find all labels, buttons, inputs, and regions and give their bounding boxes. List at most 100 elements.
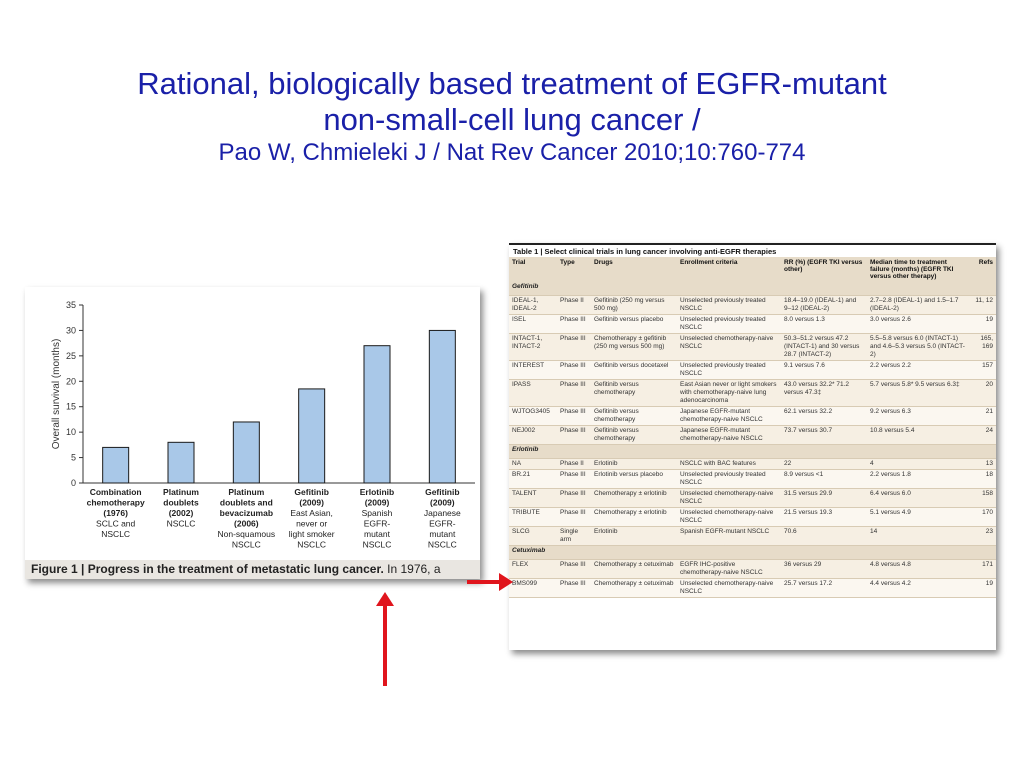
table-cell: 3.0 versus 2.6	[867, 314, 971, 334]
table-section-row: Erlotinib	[509, 444, 996, 459]
table-cell: Unselected chemotherapy-naive NSCLC	[677, 333, 781, 361]
table-cell: 14	[867, 526, 971, 546]
table-cell: 22	[781, 458, 867, 470]
x-category-sublabel: Japanese	[424, 508, 461, 518]
y-tick-label: 5	[71, 453, 76, 463]
table-row: BMS099 Phase III Chemotherapy ± cetuximab U…	[509, 578, 996, 598]
table-cell: 50.3–51.2 versus 47.2 (INTACT-1) and 30 …	[781, 333, 867, 361]
table-header-cell: Drugs	[591, 257, 677, 282]
table-cell: Gefitinib versus docetaxel	[591, 360, 677, 380]
table-cell: Unselected previously treated NSCLC	[677, 360, 781, 380]
table-header-cell: Median time to treatment failure (months…	[867, 257, 971, 282]
table-section-row: Cetuximab	[509, 545, 996, 560]
table-cell: Phase II	[557, 295, 591, 315]
table-cell: Gefitinib (250 mg versus 500 mg)	[591, 295, 677, 315]
x-category-label: (2009)	[365, 498, 390, 508]
table-cell: Erlotinib	[591, 526, 677, 546]
table-cell: 19	[971, 314, 996, 334]
table-header-cell: Enrollment criteria	[677, 257, 781, 282]
table-row: TRIBUTE Phase III Chemotherapy ± erlotinib…	[509, 507, 996, 527]
table-cell: East Asian never or light smokers with c…	[677, 379, 781, 407]
table-cell: SLCG	[509, 526, 557, 546]
slide-title: Rational, biologically based treatment o…	[0, 66, 1024, 167]
table-cell: 2.7–2.8 (IDEAL-1) and 1.5–1.7 (IDEAL-2)	[867, 295, 971, 315]
table-cell: FLEX	[509, 559, 557, 579]
x-category-label: Gefitinib	[425, 487, 459, 497]
table-row: INTEREST Phase III Gefitinib versus doceta…	[509, 360, 996, 380]
table-cell: Phase III	[557, 333, 591, 361]
table-cell: Phase III	[557, 559, 591, 579]
table-cell: 165, 169	[971, 333, 996, 361]
table-header-cell: Trial	[509, 257, 557, 282]
x-category-sublabel: never or	[296, 519, 327, 529]
table-row: TALENT Phase III Chemotherapy ± erlotinib U…	[509, 488, 996, 508]
figure-1-panel: 0 5 10 15 20 25 30 35 Overall survival (months) C…	[25, 287, 480, 579]
x-category-label: Combination	[90, 487, 142, 497]
table-cell: Unselected previously treated NSCLC	[677, 469, 781, 489]
table-cell: 70.6	[781, 526, 867, 546]
table-cell: Phase III	[557, 314, 591, 334]
x-category-label: chemotherapy	[87, 498, 145, 508]
x-category-label: (2009)	[430, 498, 455, 508]
table-cell: NSCLC with BAC features	[677, 458, 781, 470]
table-cell: IPASS	[509, 379, 557, 407]
table-section-label: Erlotinib	[509, 444, 996, 459]
x-category-sublabel: SCLC and	[96, 519, 135, 529]
x-category-sublabel: NSCLC	[428, 540, 457, 550]
table-cell: Unselected chemotherapy-naive NSCLC	[677, 507, 781, 527]
table-cell: 9.2 versus 6.3	[867, 406, 971, 426]
table-cell: TRIBUTE	[509, 507, 557, 527]
table-cell: Unselected chemotherapy-naive NSCLC	[677, 488, 781, 508]
x-category-label: Gefitinib	[294, 487, 328, 497]
table-row: FLEX Phase III Chemotherapy ± cetuximab EGF…	[509, 559, 996, 579]
table-cell: Erlotinib versus placebo	[591, 469, 677, 489]
table-cell: 36 versus 29	[781, 559, 867, 579]
x-category-sublabel: Spanish	[362, 508, 393, 518]
table-row: NEJ002 Phase III Gefitinib versus chemothe…	[509, 425, 996, 445]
title-line-2: non-small-cell lung cancer /	[323, 102, 701, 137]
table-cell: Unselected previously treated NSCLC	[677, 295, 781, 315]
table-cell: 24	[971, 425, 996, 445]
y-tick-label: 20	[66, 376, 76, 386]
table-row: INTACT-1, INTACT-2 Phase III Chemotherapy …	[509, 333, 996, 361]
x-category-sublabel: East Asian,	[290, 508, 333, 518]
table-cell: 2.2 versus 1.8	[867, 469, 971, 489]
table-cell: 13	[971, 458, 996, 470]
y-axis-label: Overall survival (months)	[51, 339, 62, 450]
table-cell: 171	[971, 559, 996, 579]
x-category-label: (2006)	[234, 519, 259, 529]
table-cell: 2.2 versus 2.2	[867, 360, 971, 380]
table-row: IDEAL-1, IDEAL-2 Phase II Gefitinib (250 m…	[509, 295, 996, 315]
table-row: WJTOG3405 Phase III Gefitinib versus chemo…	[509, 406, 996, 426]
x-category-label: doublets	[163, 498, 199, 508]
table-section-row: Gefitinib	[509, 282, 996, 296]
table-cell: BR.21	[509, 469, 557, 489]
table-cell: BMS099	[509, 578, 557, 598]
clinical-trials-table: Trial Type Drugs Enrollment criteria RR (%) …	[509, 257, 996, 598]
table-cell: Chemotherapy ± erlotinib	[591, 507, 677, 527]
table-header-cell: Type	[557, 257, 591, 282]
figure-1-caption: Figure 1 | Progress in the treatment of …	[25, 560, 480, 579]
table-cell: 73.7 versus 30.7	[781, 425, 867, 445]
table-cell: Phase III	[557, 488, 591, 508]
y-tick-label: 10	[66, 427, 76, 437]
table-cell: Phase III	[557, 469, 591, 489]
table-cell: TALENT	[509, 488, 557, 508]
table-cell: Phase III	[557, 578, 591, 598]
x-category-label: doublets and	[220, 498, 273, 508]
table-cell: 158	[971, 488, 996, 508]
table-cell: 31.5 versus 29.9	[781, 488, 867, 508]
table-cell: 8.0 versus 1.3	[781, 314, 867, 334]
x-category-sublabel: EGFR-	[429, 519, 456, 529]
table-cell: 5.7 versus 5.8* 9.5 versus 6.3‡	[867, 379, 971, 407]
table-cell: 21.5 versus 19.3	[781, 507, 867, 527]
table-section-label: Cetuximab	[509, 545, 996, 560]
x-category-sublabel: NSCLC	[101, 529, 130, 539]
y-tick-label: 15	[66, 402, 76, 412]
table-cell: Gefitinib versus chemotherapy	[591, 379, 677, 407]
table-row: NA Phase II Erlotinib NSCLC with BAC featur…	[509, 458, 996, 470]
x-category-sublabel: Non-squamous	[218, 529, 276, 539]
up-arrow-icon	[376, 592, 394, 686]
x-category-sublabel: mutant	[429, 529, 456, 539]
table-cell: 157	[971, 360, 996, 380]
